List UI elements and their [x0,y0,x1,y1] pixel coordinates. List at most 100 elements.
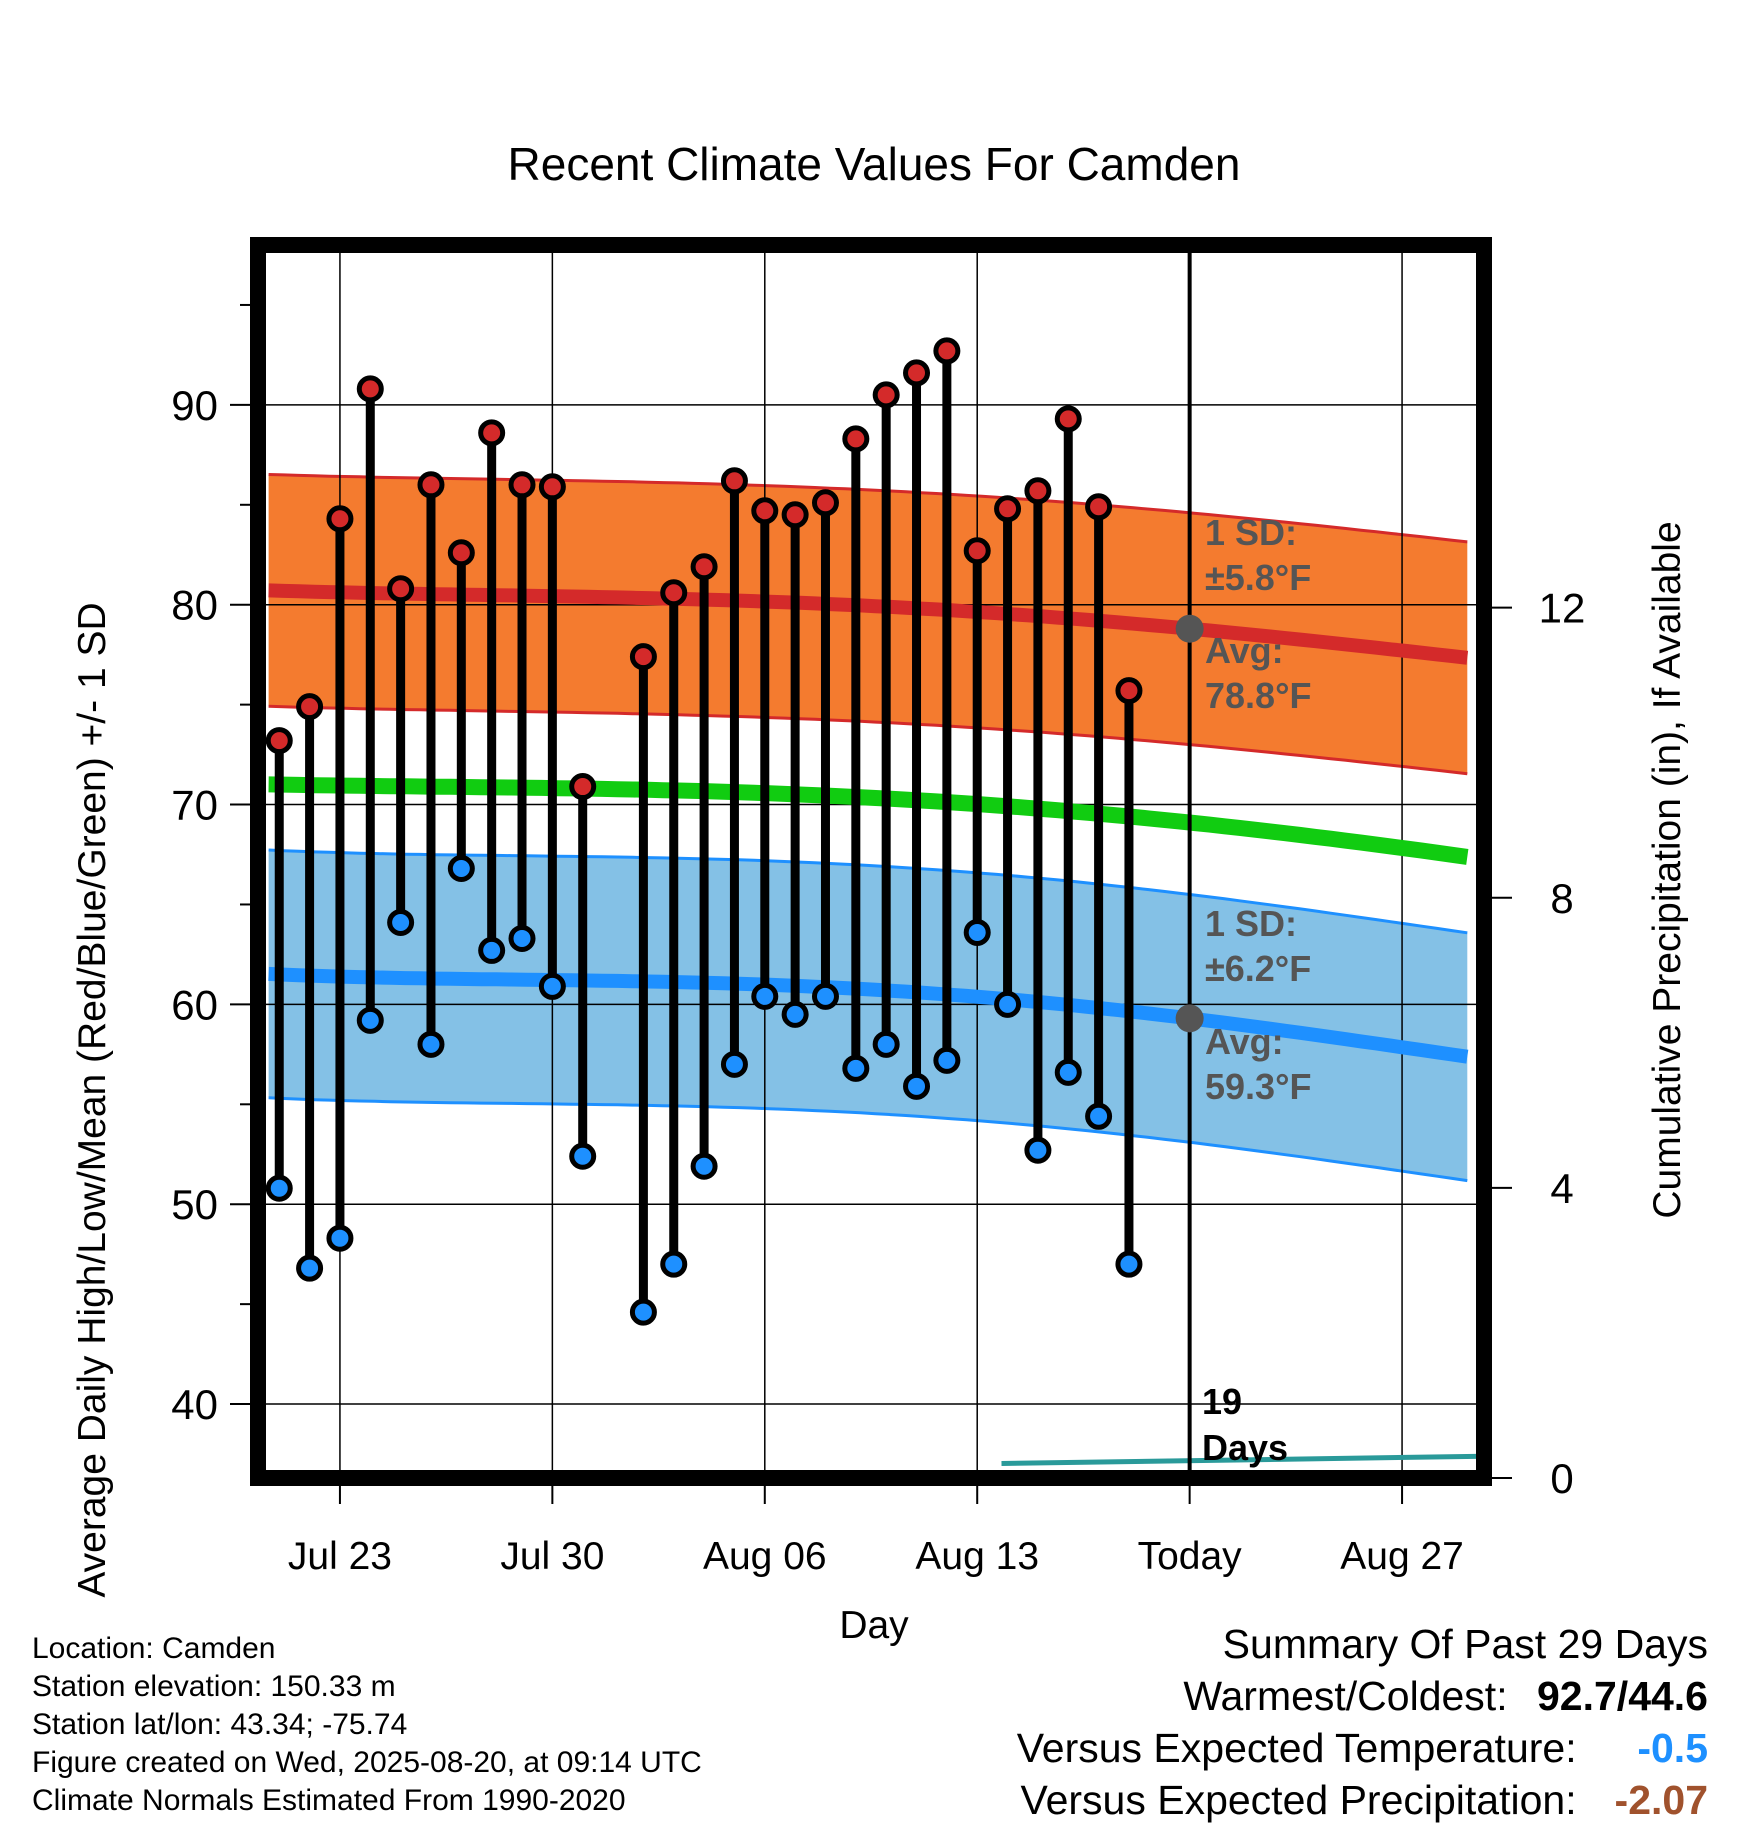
summary-heading: Summary Of Past 29 Days [1222,1621,1708,1667]
high-point-26 [1054,405,1082,433]
created-text: Figure created on Wed, 2025-08-20, at 09… [32,1746,702,1779]
low-point-0 [265,1174,293,1202]
low-point-24 [994,990,1022,1018]
high-point-15 [720,467,748,495]
low-point-10 [569,1142,597,1170]
high-avg-label: Avg: [1205,630,1284,671]
y2-tick-label: 0 [1550,1455,1573,1502]
y-tick-label: 80 [171,582,218,629]
low-point-1 [296,1254,324,1282]
high-point-10 [569,773,597,801]
high-sd-label: 1 SD: [1205,512,1297,553]
high-point-20 [872,381,900,409]
warm-cold-label: Warmest/Coldest: [1183,1673,1508,1719]
plot-frame [250,237,1492,1486]
high-point-4 [387,575,415,603]
low-point-3 [356,1006,384,1034]
high-point-27 [1085,493,1113,521]
y2-axis-label: Cumulative Precipitation (in), If Availa… [1646,521,1689,1218]
high-point-22 [933,337,961,365]
y-axis-label: Average Daily High/Low/Mean (Red/Blue/Gr… [71,602,114,1597]
low-point-16 [751,982,779,1010]
x-tick-label: Aug 27 [1340,1535,1464,1578]
avg-mean-line [268,776,1469,865]
high-point-12 [629,643,657,671]
high-point-5 [417,471,445,499]
today-avg-high-dot [1175,614,1204,643]
daily-range-stems [274,350,1134,1313]
precip-row: Versus Expected Precipitation: -2.07 [1017,1774,1709,1826]
high-point-0 [265,727,293,755]
precip-label: Versus Expected Precipitation: [1020,1777,1577,1823]
location-text: Location: Camden [32,1632,276,1665]
low-avg-value: 59.3°F [1205,1066,1311,1107]
x-tick-label: Today [1138,1535,1243,1578]
low-point-2 [326,1224,354,1252]
y-tick-label: 90 [171,382,218,429]
low-point-17 [781,1000,809,1028]
low-point-25 [1024,1136,1052,1164]
temp-row: Versus Expected Temperature: -0.5 [1017,1722,1708,1774]
low-sd-value: ±6.2°F [1205,948,1311,989]
plot-border [250,237,1492,1486]
low-sd-band-upper-edge [268,848,1468,935]
x-tick-label: Aug 13 [915,1535,1039,1578]
low-sd-band-lower-edge [268,1096,1468,1183]
avg-low-line [268,966,1469,1064]
normal-bands [268,473,1468,1183]
y2-tick-label: 12 [1539,585,1586,632]
elevation-text: Station elevation: 150.33 m [32,1670,396,1703]
x-tick-label: Jul 30 [500,1535,604,1578]
summary-panel: Summary Of Past 29 Days Warmest/Coldest:… [1017,1618,1708,1826]
low-point-18 [811,982,839,1010]
low-point-6 [447,854,475,882]
high-point-2 [326,505,354,533]
low-sd-label: 1 SD: [1205,903,1297,944]
low-sd-band [268,850,1468,1181]
low-point-26 [1054,1058,1082,1086]
high-point-6 [447,539,475,567]
low-point-20 [872,1030,900,1058]
y-tick-label: 40 [171,1381,218,1428]
average-lines [268,583,1469,1064]
precip-line [1001,1453,1485,1466]
high-point-17 [781,501,809,529]
low-point-4 [387,908,415,936]
normals-text: Climate Normals Estimated From 1990-2020 [32,1784,626,1817]
precip-value: -2.07 [1614,1777,1708,1823]
avg-high-line [268,583,1469,665]
precip-series [1001,1453,1485,1466]
high-point-21 [903,359,931,387]
high-sd-value: ±5.8°F [1205,557,1311,598]
high-sd-band-lower-edge [268,704,1468,776]
low-point-27 [1085,1102,1113,1130]
temp-label: Versus Expected Temperature: [1016,1725,1577,1771]
daily-points [265,337,1143,1326]
low-point-5 [417,1030,445,1058]
low-point-22 [933,1046,961,1074]
y-tick-label: 50 [171,1181,218,1228]
high-point-28 [1115,677,1143,705]
x-axis: Jul 23 Jul 30 Aug 06 Aug 13 Today Aug 27 [288,1486,1464,1578]
high-point-16 [751,497,779,525]
y-axis: 40 50 60 70 80 90 [171,303,250,1428]
low-point-13 [660,1250,688,1278]
high-point-25 [1024,477,1052,505]
y2-tick-label: 8 [1550,875,1573,922]
y-tick-label: 60 [171,981,218,1028]
high-point-13 [660,579,688,607]
y-tick-label: 70 [171,782,218,829]
x-tick-label: Aug 06 [703,1535,827,1578]
station-info: Location: Camden Station elevation: 150.… [32,1630,702,1820]
low-point-23 [963,918,991,946]
high-point-7 [478,419,506,447]
low-point-15 [720,1050,748,1078]
high-point-19 [842,425,870,453]
high-point-8 [508,471,536,499]
high-sd-band-upper-edge [268,473,1468,544]
low-point-7 [478,936,506,964]
x-axis-label: Day [839,1604,909,1647]
low-point-19 [842,1054,870,1082]
annotations: 1 SD: ±5.8°F Avg: 78.8°F 1 SD: ±6.2°F Av… [1202,512,1311,1468]
